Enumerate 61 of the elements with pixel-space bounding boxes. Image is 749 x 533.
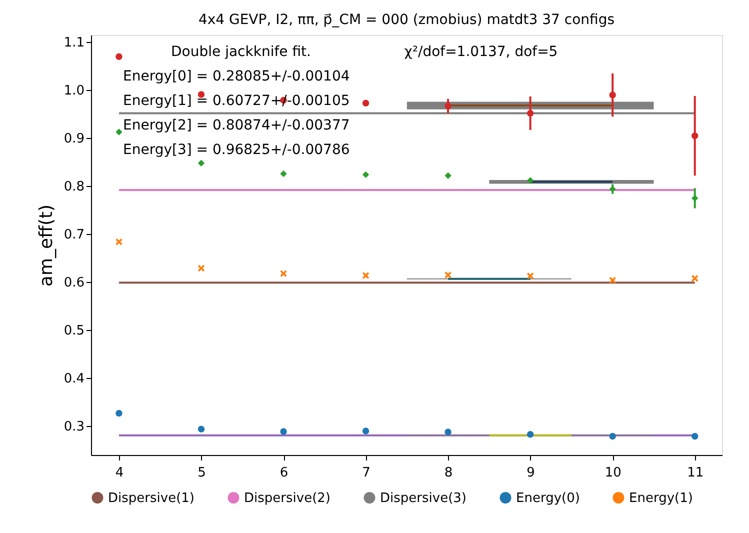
point [362,171,370,178]
point [526,431,534,438]
point [280,428,287,435]
legend-label: Dispersive(2) [244,490,330,506]
x-tick-label: 11 [687,466,704,480]
y-axis-title: am_eff(t) [36,204,57,287]
x-tick-label: 7 [362,466,370,480]
point [116,53,122,60]
legend-label: Dispersive(3) [380,490,466,506]
point [198,426,205,432]
point [198,91,205,98]
annotation: Energy[3] = 0.96825+/-0.00786 [123,142,350,158]
point [609,92,616,98]
annotation: Energy[2] = 0.80874+/-0.00377 [123,118,350,134]
point [444,102,452,110]
annotation: Energy[0] = 0.28085+/-0.00104 [123,68,350,84]
point [691,432,698,440]
y-tick-label: 1.0 [64,84,84,99]
x-tick-label: 6 [280,466,288,480]
annotation: Double jackknife fit. [171,44,311,60]
annotation: χ²/dof=1.0137, dof=5 [404,44,558,60]
point [609,432,616,440]
annotation: Energy[1] = 0.60727+/-0.00105 [123,93,350,109]
point [280,170,287,178]
point [198,160,205,167]
point [444,272,452,278]
y-tick-label: 0.4 [64,372,84,387]
x-tick-label: 8 [444,466,453,480]
y-tick-label: 0.5 [64,324,84,339]
y-tick-label: 0.7 [64,228,84,243]
point [691,194,698,202]
x-tick-label: 9 [526,466,535,480]
y-tick-label: 0.9 [64,132,84,147]
point [444,172,452,179]
y-tick-label: 0.6 [64,276,84,291]
chart-title: 4x4 GEVP, I2, ππ, p⃗_CM = 000 (zmobius) matdt3 37 configs [198,12,615,28]
point [116,238,122,246]
x-tick-label: 4 [115,466,124,480]
point [362,428,370,434]
point [362,272,370,279]
point [362,100,370,107]
point [609,186,616,192]
point [609,276,616,284]
y-tick-label: 0.3 [64,420,84,435]
point [691,132,698,140]
point [116,410,122,417]
point [444,428,452,436]
point [526,110,534,117]
point [526,177,534,184]
legend-label: Energy(0) [516,490,580,506]
legend-label: Energy(1) [629,490,693,506]
point [691,275,698,282]
x-tick-label: 10 [604,466,622,480]
point [116,128,122,136]
y-tick-label: 1.1 [64,36,84,51]
x-tick-label: 5 [198,466,206,480]
point [526,272,534,280]
point [198,264,205,272]
legend-label: Dispersive(1) [108,490,194,506]
y-tick-label: 0.8 [64,180,84,195]
point [280,270,287,277]
